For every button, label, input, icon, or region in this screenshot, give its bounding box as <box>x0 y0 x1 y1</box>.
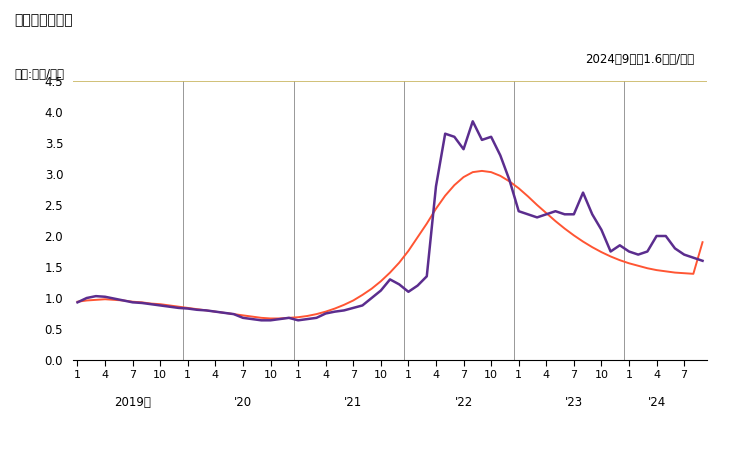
Text: 単位:万円/トン: 単位:万円/トン <box>15 68 65 81</box>
Text: 輸入価格の推移: 輸入価格の推移 <box>15 14 73 27</box>
Text: '21: '21 <box>344 396 362 409</box>
Text: '22: '22 <box>454 396 472 409</box>
Text: '23: '23 <box>565 396 583 409</box>
Text: '24: '24 <box>647 396 666 409</box>
Text: '20: '20 <box>234 396 252 409</box>
Text: 2024年9月：1.6万円/トン: 2024年9月：1.6万円/トン <box>585 53 695 66</box>
Text: 2019年: 2019年 <box>114 396 151 409</box>
